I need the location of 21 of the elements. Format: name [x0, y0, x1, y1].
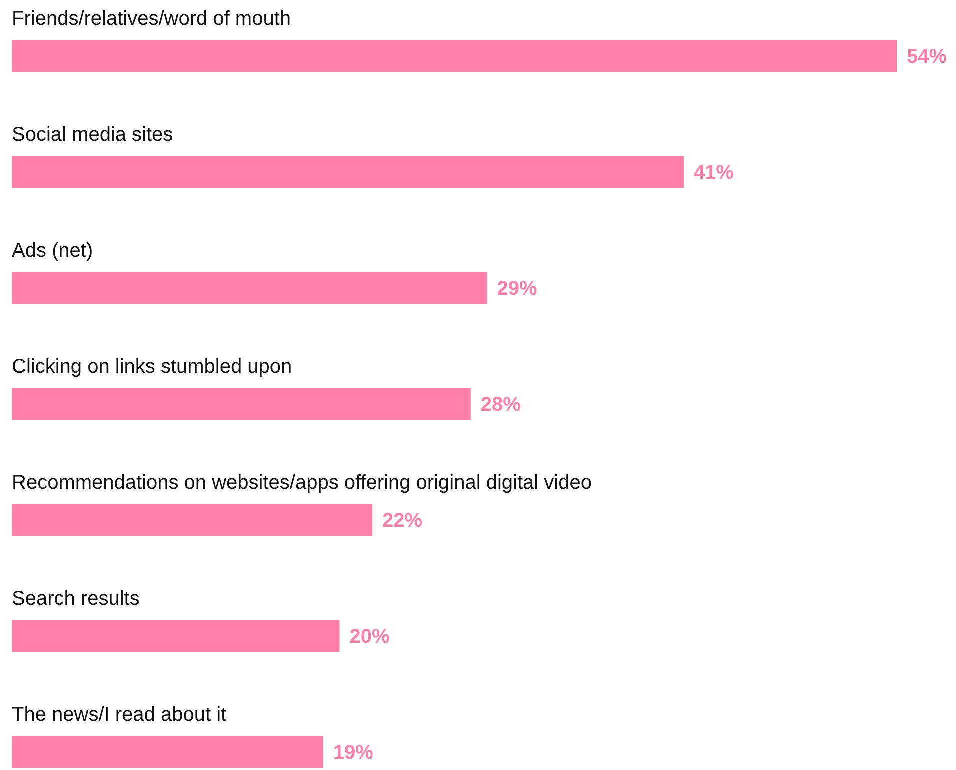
data-label: 41% [694, 162, 734, 184]
bar [12, 40, 897, 72]
data-label: 54% [907, 46, 948, 68]
data-label: 22% [382, 510, 423, 532]
bar [12, 272, 488, 304]
y-tick-label: The news/I read about it [12, 704, 228, 726]
data-label: 20% [350, 626, 390, 648]
bar [12, 504, 373, 536]
y-tick-label: Search results [12, 588, 140, 610]
y-tick-label: Friends/relatives/word of mouth [12, 8, 292, 30]
y-tick-label: Ads (net) [12, 240, 94, 262]
bar [12, 156, 684, 188]
data-label: 28% [480, 394, 522, 416]
data-label: 19% [333, 742, 374, 764]
bar [12, 736, 324, 768]
y-tick-label: Clicking on links stumbled upon [12, 356, 292, 378]
y-tick-label: Social media sites [12, 124, 174, 146]
y-tick-label: Recommendations on websites/apps offering original digital video [12, 472, 592, 494]
bar [12, 388, 471, 420]
data-label: 29% [497, 278, 538, 300]
bar [12, 620, 340, 652]
